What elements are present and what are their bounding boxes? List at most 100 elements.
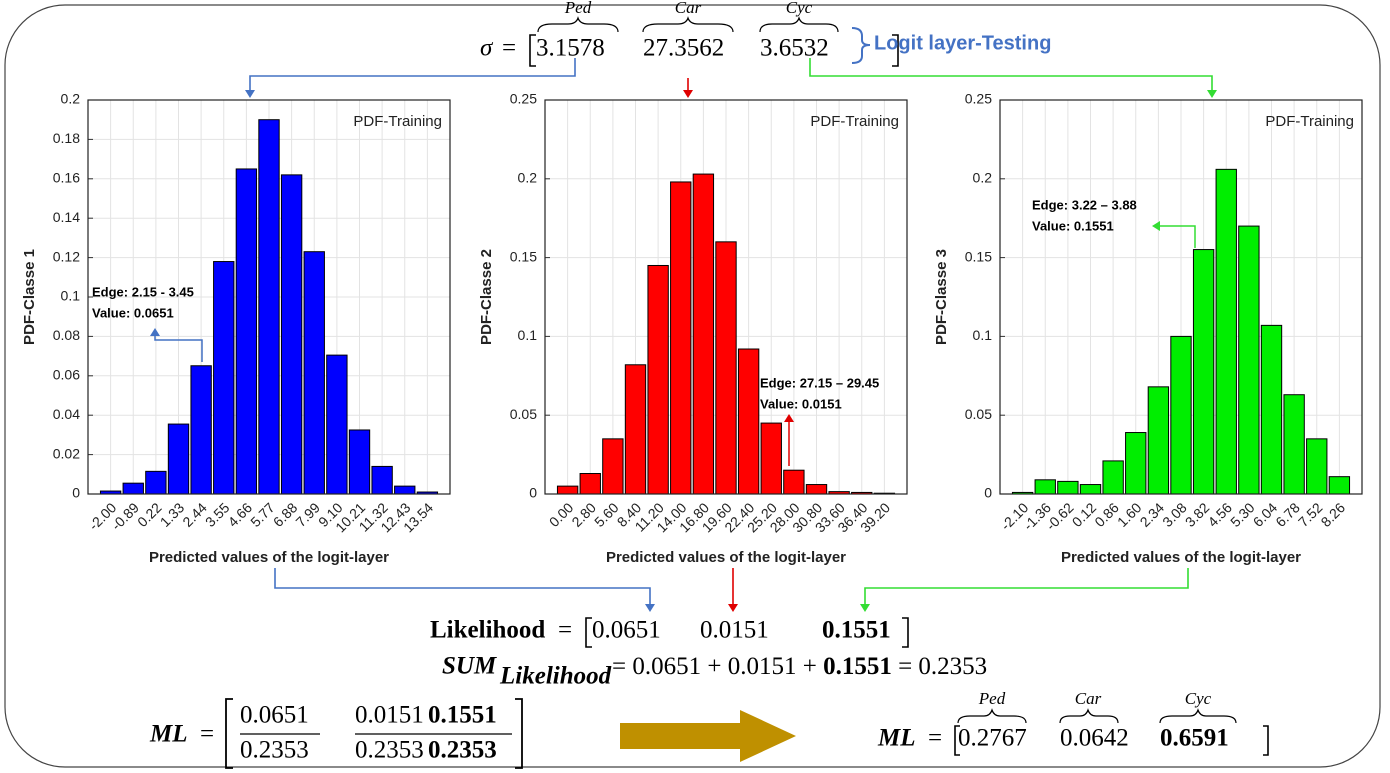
brace	[851, 27, 871, 64]
bar	[647, 264, 669, 495]
arrow-head	[150, 328, 160, 336]
denominator: 0.2353	[355, 737, 424, 764]
ml-fraction: ML = 0.0651 0.0151 0.1551 0.2353 0.2353 …	[149, 698, 523, 769]
box-label: PDF-Training	[1265, 113, 1354, 130]
charts: 00.020.040.060.080.10.120.140.160.180.2-…	[21, 91, 1363, 566]
overbrace	[537, 16, 839, 33]
bracket	[529, 34, 899, 67]
y-tick-label: 0	[72, 485, 80, 501]
connector	[864, 568, 1189, 606]
bar	[1328, 476, 1351, 495]
bar	[1283, 394, 1305, 495]
chart: 00.050.10.150.20.250.002.805.608.4011.20…	[478, 91, 908, 566]
bracket	[225, 698, 523, 769]
annotation: Edge: 3.22 – 3.88	[1032, 197, 1137, 212]
ml-value: 0.6591	[1160, 725, 1229, 752]
chart: 00.050.10.150.20.25-2.10-1.36-0.620.120.…	[933, 91, 1363, 566]
y-axis-label: PDF-Classe 3	[933, 249, 950, 345]
bar	[1306, 438, 1328, 495]
arrow-head	[860, 604, 870, 612]
class-label: Cyc	[786, 0, 813, 17]
plot-border	[87, 99, 451, 495]
sum-terms: = 0.0651 + 0.0151 + 0.1551 = 0.2353	[612, 653, 987, 680]
arrow-head	[245, 90, 255, 98]
bar	[1125, 432, 1147, 495]
bracket	[954, 725, 1269, 756]
y-tick-label: 0	[984, 485, 992, 501]
numerator: 0.0151	[355, 702, 424, 729]
ml-result: ML = 0.2767 0.0642 0.6591 Ped Car Cyc	[877, 689, 1269, 756]
arrow-head	[683, 90, 693, 98]
annotation: Edge: 2.15 - 3.45	[92, 284, 194, 299]
y-tick-label: 0.1	[518, 327, 538, 343]
bar	[1147, 386, 1170, 495]
class-label: Ped	[564, 0, 592, 17]
annotations: Edge: 2.15 - 3.45 Value: 0.0651 Edge: 27…	[92, 197, 1196, 466]
bar	[737, 348, 760, 495]
tag: Logit layer-Testing	[874, 32, 1051, 54]
bar	[760, 422, 782, 495]
sum-term: 0.1551	[823, 653, 892, 680]
bar	[805, 484, 828, 495]
sigma-value: 3.6532	[760, 35, 829, 62]
y-tick-label: 0.1	[973, 327, 993, 343]
bar	[145, 470, 167, 495]
equals: =	[502, 35, 516, 62]
y-tick-label: 0.04	[53, 406, 80, 422]
arrow-head	[645, 604, 655, 612]
bar	[715, 241, 737, 495]
y-tick-label: 0.08	[53, 327, 80, 343]
connectors	[245, 58, 1217, 612]
sum-term: = 0.0651 + 0.0151 +	[612, 653, 817, 680]
bar	[1192, 249, 1215, 495]
annotation-arrow	[154, 334, 203, 362]
chart: 00.020.040.060.080.10.120.140.160.180.2-…	[21, 91, 451, 566]
bar	[213, 261, 235, 495]
bar	[670, 181, 692, 495]
equals: =	[928, 725, 942, 752]
x-axis-label: Predicted values of the logit-layer	[1061, 549, 1301, 566]
likelihood-label: Likelihood	[430, 617, 545, 644]
arrow-head	[728, 604, 738, 612]
sigma-equation: σ = 3.1578 27.3562 3.6532 Ped Car Cyc Lo…	[480, 0, 1051, 67]
y-tick-label: 0.16	[53, 170, 80, 186]
class-label: Car	[675, 0, 702, 17]
y-tick-label: 0.2	[973, 170, 993, 186]
y-tick-label: 0.25	[965, 91, 992, 107]
x-axis-label: Predicted values of the logit-layer	[606, 549, 846, 566]
y-axis-label: PDF-Classe 2	[478, 249, 495, 345]
overbrace	[957, 708, 1237, 724]
bar	[1260, 324, 1283, 495]
plot-border	[544, 99, 908, 495]
bar	[258, 119, 280, 495]
numerator: 0.0651	[240, 702, 309, 729]
y-tick-label: 0.12	[53, 248, 80, 264]
bar	[167, 423, 190, 495]
x-tick-label: 8.26	[1318, 499, 1349, 530]
class-label: Ped	[978, 689, 1006, 708]
bar	[326, 354, 348, 495]
sum-equation: SUM Likelihood = 0.0651 + 0.0151 + 0.155…	[442, 653, 987, 690]
y-tick-label: 0.2	[61, 91, 81, 107]
connector	[809, 58, 1213, 92]
bar	[280, 174, 303, 495]
bracket	[585, 617, 909, 648]
bar	[1034, 479, 1056, 495]
sum-label: SUM	[442, 653, 497, 680]
equals: =	[200, 721, 214, 748]
bar	[348, 429, 371, 495]
ml-label: ML	[149, 721, 188, 748]
denominator: 0.2353	[240, 737, 309, 764]
likelihood-value: 0.1551	[822, 617, 891, 644]
y-axis-label: PDF-Classe 1	[21, 249, 38, 345]
big-arrow	[620, 710, 796, 762]
ml-value: 0.0642	[1060, 725, 1129, 752]
bar	[1102, 460, 1124, 495]
plot-border	[999, 99, 1363, 495]
y-tick-label: 0.05	[965, 406, 992, 422]
bar	[1170, 335, 1192, 495]
bar	[371, 465, 393, 495]
bar	[1079, 484, 1102, 495]
